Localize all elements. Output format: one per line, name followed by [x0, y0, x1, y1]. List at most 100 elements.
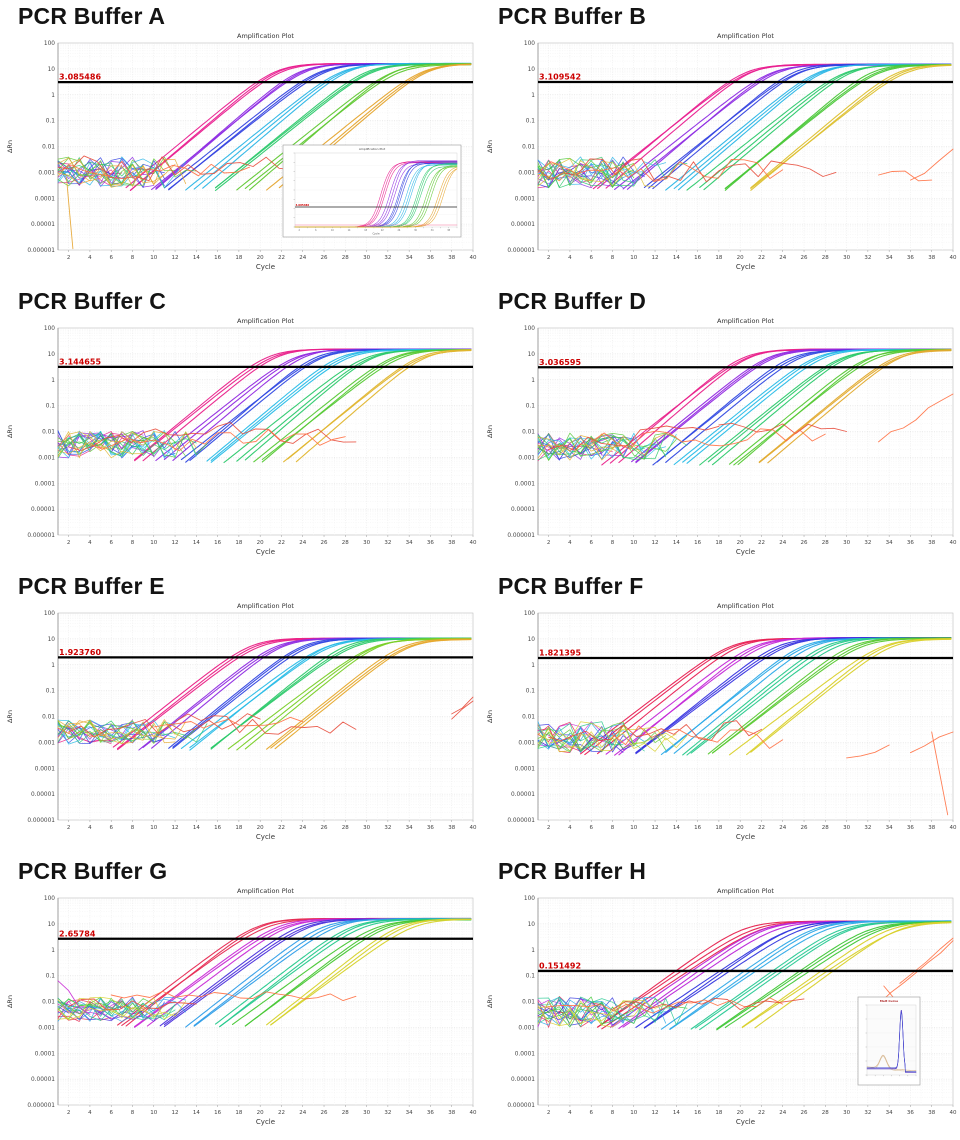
svg-text:0.001: 0.001	[38, 455, 55, 461]
svg-text:Cycle: Cycle	[256, 548, 275, 556]
amplification-plot-a: Amplification Plot 100 10 1 0.1 0.01 0.001 0.00…	[6, 32, 477, 271]
svg-text:100: 100	[524, 326, 535, 332]
svg-text:100: 100	[44, 896, 55, 902]
svg-text:20: 20	[257, 540, 264, 546]
svg-text:26: 26	[321, 255, 328, 261]
svg-text:1: 1	[51, 948, 55, 954]
svg-text:1: 1	[51, 93, 55, 99]
svg-text:0.00001: 0.00001	[511, 1077, 535, 1083]
svg-text:34: 34	[431, 229, 434, 232]
svg-text:Amplification Plot: Amplification Plot	[717, 887, 774, 895]
svg-text:4: 4	[568, 255, 572, 261]
svg-text:6: 6	[109, 255, 113, 261]
svg-text:Cycle: Cycle	[736, 548, 755, 556]
svg-text:16: 16	[694, 540, 701, 546]
svg-text:28: 28	[342, 825, 349, 831]
svg-text:38: 38	[928, 255, 935, 261]
svg-text:8: 8	[131, 255, 135, 261]
svg-text:0.0001: 0.0001	[515, 481, 536, 487]
svg-text:26: 26	[321, 1110, 328, 1116]
svg-text:18: 18	[235, 255, 242, 261]
svg-text:16: 16	[214, 255, 221, 261]
svg-text:24: 24	[779, 540, 786, 546]
svg-text:8: 8	[611, 1110, 615, 1116]
svg-text:8: 8	[131, 1110, 135, 1116]
svg-text:100: 100	[524, 41, 535, 47]
svg-text:0.01: 0.01	[42, 715, 55, 721]
svg-text:34: 34	[886, 255, 893, 261]
svg-text:Cycle: Cycle	[736, 1118, 755, 1126]
svg-text:30: 30	[363, 540, 370, 546]
svg-text:0.0001: 0.0001	[515, 196, 536, 202]
svg-text:14: 14	[193, 540, 200, 546]
svg-text:4: 4	[88, 540, 92, 546]
pcr-buffer-c-panel: PCR Buffer C Amplification Plot 100 10 1 0.1…	[0, 285, 480, 570]
svg-text:Amplification Plot: Amplification Plot	[359, 147, 386, 151]
svg-text:38: 38	[448, 825, 455, 831]
svg-text:26: 26	[801, 255, 808, 261]
svg-text:0.01: 0.01	[522, 1000, 535, 1006]
svg-text:38: 38	[928, 825, 935, 831]
svg-text:6: 6	[109, 825, 113, 831]
svg-text:18: 18	[715, 255, 722, 261]
panel-title-e: PCR Buffer E	[18, 573, 165, 599]
svg-text:36: 36	[907, 1110, 914, 1116]
svg-text:10: 10	[528, 922, 536, 928]
svg-text:2: 2	[547, 1110, 551, 1116]
svg-text:0.00001: 0.00001	[511, 792, 535, 798]
svg-text:0.000001: 0.000001	[507, 1103, 535, 1109]
svg-text:22: 22	[278, 540, 285, 546]
svg-text:36: 36	[907, 825, 914, 831]
svg-text:1: 1	[531, 93, 535, 99]
svg-text:6: 6	[589, 540, 593, 546]
svg-text:0.000001: 0.000001	[27, 1103, 55, 1109]
svg-text:16: 16	[694, 1110, 701, 1116]
svg-text:0.1: 0.1	[526, 974, 536, 980]
svg-text:22: 22	[758, 1110, 765, 1116]
pcr-buffer-h-panel: PCR Buffer H Amplification Plot 100 10 1 0.1…	[480, 855, 960, 1140]
svg-text:14: 14	[673, 255, 680, 261]
svg-text:100: 100	[44, 326, 55, 332]
svg-text:28: 28	[822, 825, 829, 831]
svg-text:6: 6	[589, 255, 593, 261]
svg-text:0.1: 0.1	[46, 974, 56, 980]
amplification-plot-d: Amplification Plot 100 10 1 0.1 0.01 0.001 0.00…	[486, 317, 957, 556]
svg-text:Cycle: Cycle	[256, 833, 275, 841]
svg-text:36: 36	[427, 825, 434, 831]
svg-text:30: 30	[843, 1110, 850, 1116]
svg-text:36: 36	[427, 255, 434, 261]
svg-text:Amplification Plot: Amplification Plot	[237, 887, 294, 895]
svg-text:Amplification Plot: Amplification Plot	[237, 317, 294, 325]
svg-text:ΔRn: ΔRn	[486, 425, 494, 438]
svg-text:0.00001: 0.00001	[511, 507, 535, 513]
svg-text:4: 4	[88, 1110, 92, 1116]
svg-text:14: 14	[193, 255, 200, 261]
panel-title-a: PCR Buffer A	[18, 3, 166, 29]
svg-text:1: 1	[51, 378, 55, 384]
svg-text:2: 2	[67, 1110, 71, 1116]
svg-text:34: 34	[406, 825, 413, 831]
svg-text:22: 22	[758, 255, 765, 261]
svg-text:26: 26	[801, 1110, 808, 1116]
svg-text:28: 28	[342, 255, 349, 261]
svg-text:14: 14	[673, 540, 680, 546]
svg-text:8: 8	[611, 255, 615, 261]
svg-text:28: 28	[822, 255, 829, 261]
svg-text:10: 10	[528, 352, 536, 358]
svg-text:0.00001: 0.00001	[31, 792, 55, 798]
svg-text:0.1: 0.1	[526, 404, 536, 410]
svg-text:22: 22	[278, 1110, 285, 1116]
svg-text:10: 10	[630, 255, 637, 261]
svg-text:14: 14	[193, 825, 200, 831]
svg-text:14: 14	[673, 1110, 680, 1116]
svg-text:40: 40	[950, 255, 957, 261]
svg-text:38: 38	[928, 1110, 935, 1116]
svg-text:0.000001: 0.000001	[507, 248, 535, 254]
svg-text:Cycle: Cycle	[736, 263, 755, 271]
svg-text:34: 34	[406, 540, 413, 546]
svg-text:0.0001: 0.0001	[515, 1051, 536, 1057]
svg-text:10: 10	[331, 229, 334, 232]
svg-text:32: 32	[864, 540, 871, 546]
svg-text:20: 20	[737, 540, 744, 546]
svg-text:22: 22	[278, 255, 285, 261]
